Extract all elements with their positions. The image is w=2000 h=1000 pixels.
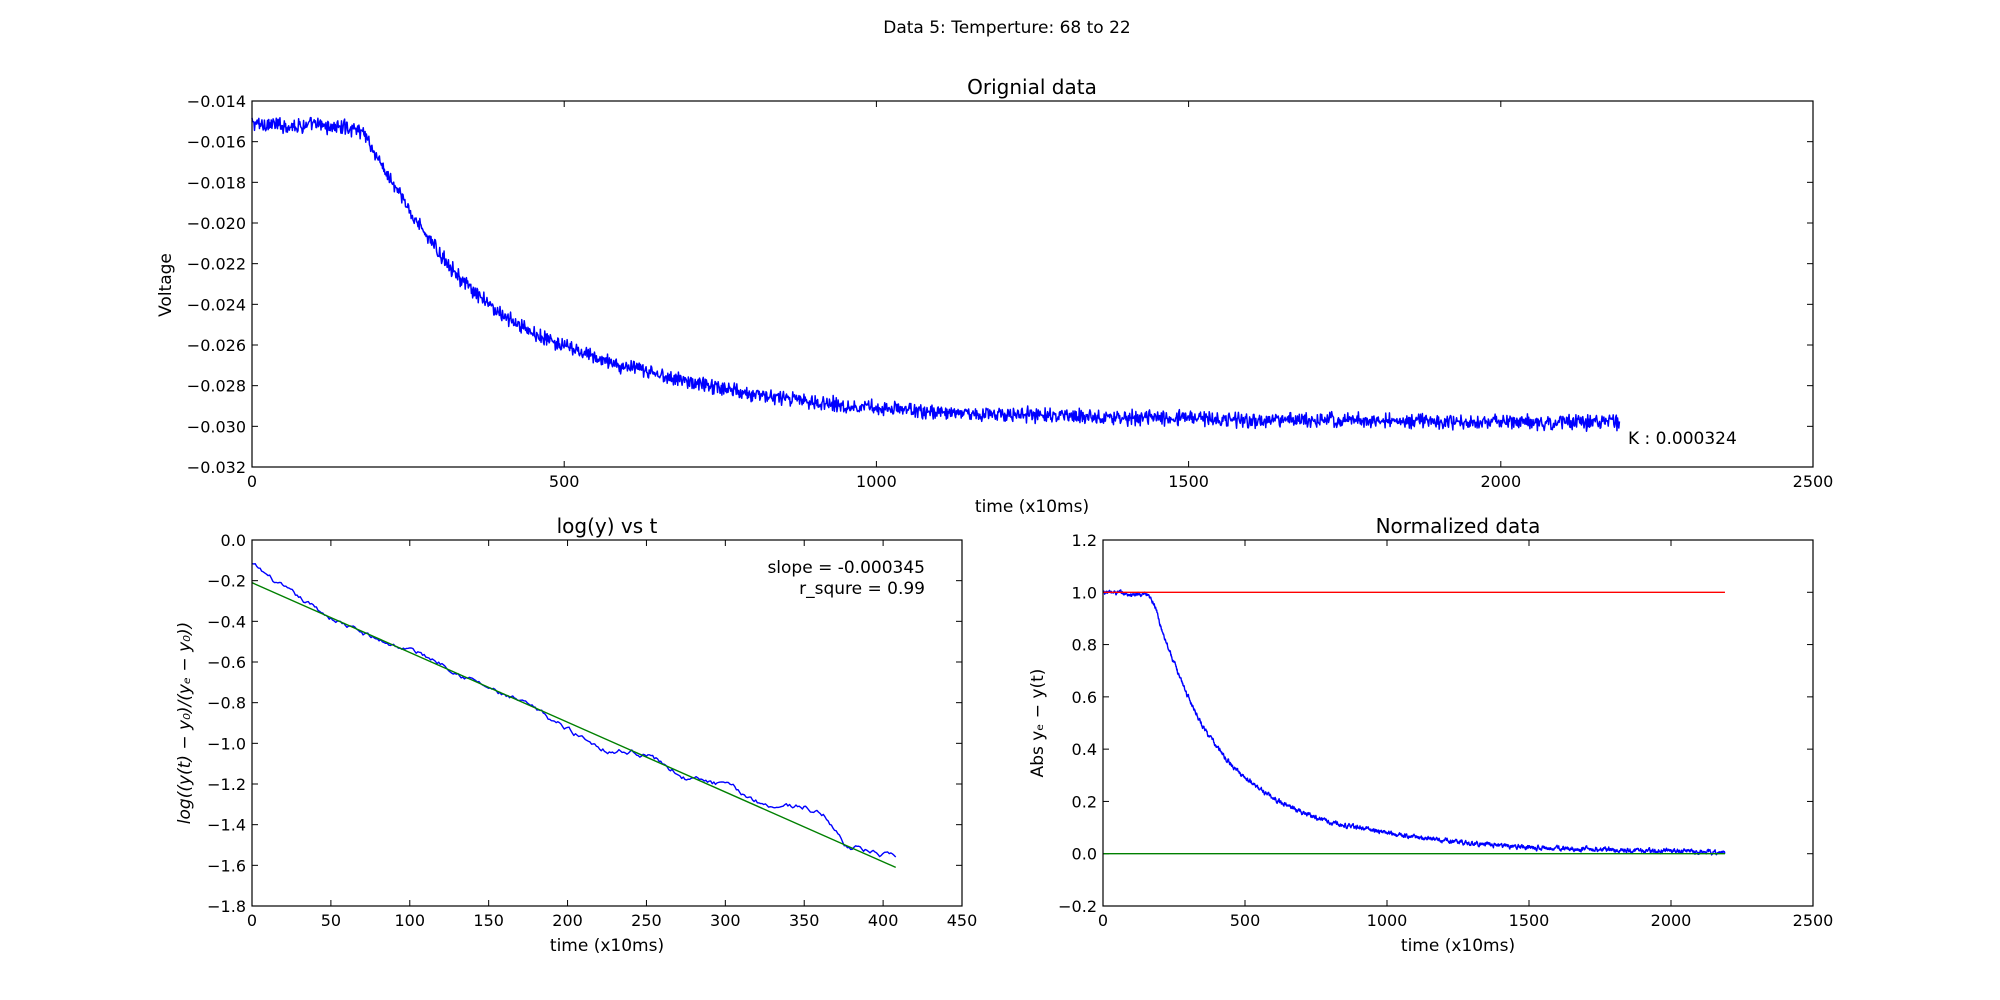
series-line-2 bbox=[251, 582, 897, 869]
x-tick-label: 1500 bbox=[1509, 911, 1550, 930]
y-tick-label: −0.014 bbox=[187, 92, 246, 111]
y-tick-label: 1.0 bbox=[1072, 583, 1097, 602]
y-tick-label: −0.018 bbox=[187, 173, 246, 192]
y-tick-label: 1.2 bbox=[1072, 531, 1097, 550]
y-tick-label: −1.8 bbox=[207, 897, 246, 916]
y-axis-label: Voltage bbox=[156, 253, 176, 317]
x-axis-label: time (x10ms) bbox=[550, 936, 664, 956]
x-tick-label: 100 bbox=[395, 911, 426, 930]
x-tick-label: 200 bbox=[552, 911, 583, 930]
x-tick-label: 2000 bbox=[1480, 472, 1521, 491]
axes-title: Orignial data bbox=[967, 75, 1097, 99]
y-tick-label: −0.6 bbox=[207, 653, 246, 672]
y-tick-label: −0.022 bbox=[187, 255, 246, 274]
y-tick-label: −0.026 bbox=[187, 336, 246, 355]
axes-normalized-data: Normalized data time (x10ms) Abs yₑ − y(… bbox=[1028, 514, 1833, 956]
r-squared-annotation: r_squre = 0.99 bbox=[799, 579, 925, 599]
axes-log-vs-t: log(y) vs t time (x10ms) log((y(t) − y₀)… bbox=[175, 514, 977, 956]
k-annotation: K : 0.000324 bbox=[1628, 429, 1737, 449]
y-tick-label: −0.024 bbox=[187, 295, 246, 314]
x-tick-label: 450 bbox=[947, 911, 978, 930]
y-tick-label: −0.032 bbox=[187, 458, 246, 477]
x-tick-label: 0 bbox=[247, 911, 257, 930]
x-tick-label: 350 bbox=[789, 911, 820, 930]
ticks: 0 500 1000 1500 2000 2500 −0.2 0.0 0.2 0.4 0.6 0.8 1… bbox=[1058, 531, 1833, 930]
axes-frame bbox=[251, 100, 1814, 468]
y-tick-label: −0.8 bbox=[207, 694, 246, 713]
y-tick-label: −0.016 bbox=[187, 133, 246, 152]
axes-original-data: Orignial data time (x10ms) Voltage K : 0… bbox=[156, 75, 1833, 517]
x-tick-label: 500 bbox=[1230, 911, 1261, 930]
y-tick-label: 0.0 bbox=[221, 531, 246, 550]
x-tick-label: 1000 bbox=[856, 472, 897, 491]
x-axis-label: time (x10ms) bbox=[975, 497, 1089, 517]
x-tick-label: 50 bbox=[321, 911, 341, 930]
y-tick-label: −0.020 bbox=[187, 214, 246, 233]
y-tick-label: 0.4 bbox=[1072, 740, 1097, 759]
y-tick-label: −0.4 bbox=[207, 612, 246, 631]
plot-area bbox=[1102, 589, 1726, 856]
y-tick-label: −1.0 bbox=[207, 734, 246, 753]
axes-frame bbox=[251, 539, 963, 907]
x-tick-label: 0 bbox=[1098, 911, 1108, 930]
ticks: 0 500 1000 1500 2000 2500 −0.032 −0.030 −0.028 −0… bbox=[187, 92, 1834, 491]
axes-title: log(y) vs t bbox=[557, 514, 658, 538]
x-tick-label: 0 bbox=[247, 472, 257, 491]
y-tick-label: −0.2 bbox=[1058, 897, 1097, 916]
x-axis-label: time (x10ms) bbox=[1401, 936, 1515, 956]
y-tick-label: 0.8 bbox=[1072, 636, 1097, 655]
y-axis-label: Abs yₑ − y(t) bbox=[1028, 669, 1048, 778]
x-tick-label: 1500 bbox=[1168, 472, 1209, 491]
x-tick-label: 400 bbox=[868, 911, 899, 930]
x-tick-label: 2500 bbox=[1793, 472, 1834, 491]
x-tick-label: 2000 bbox=[1651, 911, 1692, 930]
x-tick-label: 250 bbox=[631, 911, 662, 930]
y-tick-label: −0.028 bbox=[187, 377, 246, 396]
x-tick-label: 2500 bbox=[1793, 911, 1834, 930]
axes-title: Normalized data bbox=[1376, 514, 1541, 538]
x-tick-label: 500 bbox=[549, 472, 580, 491]
ticks: 0 50 100 150 200 250 300 350 400 450 −1.8 −1.6 −1.4 −… bbox=[207, 531, 977, 930]
y-tick-label: −0.030 bbox=[187, 417, 246, 436]
axes-frame bbox=[1102, 539, 1814, 907]
slope-annotation: slope = -0.000345 bbox=[767, 558, 925, 578]
y-tick-label: 0.0 bbox=[1072, 845, 1097, 864]
y-tick-label: −1.4 bbox=[207, 816, 246, 835]
series-line-1 bbox=[1102, 589, 1726, 856]
series-line-1 bbox=[251, 116, 1621, 432]
y-tick-label: 0.6 bbox=[1072, 688, 1097, 707]
y-tick-label: −0.2 bbox=[207, 572, 246, 591]
figure-suptitle: Data 5: Temperture: 68 to 22 bbox=[883, 18, 1130, 38]
plot-area bbox=[251, 116, 1621, 432]
x-tick-label: 300 bbox=[710, 911, 741, 930]
y-tick-label: 0.2 bbox=[1072, 792, 1097, 811]
y-tick-label: −1.2 bbox=[207, 775, 246, 794]
plot-area bbox=[251, 563, 897, 869]
x-tick-label: 1000 bbox=[1367, 911, 1408, 930]
y-tick-label: −1.6 bbox=[207, 856, 246, 875]
x-tick-label: 150 bbox=[473, 911, 504, 930]
y-axis-label: log((y(t) − y₀)/(yₑ − y₀)) bbox=[175, 622, 195, 824]
series-line-1 bbox=[251, 563, 897, 858]
